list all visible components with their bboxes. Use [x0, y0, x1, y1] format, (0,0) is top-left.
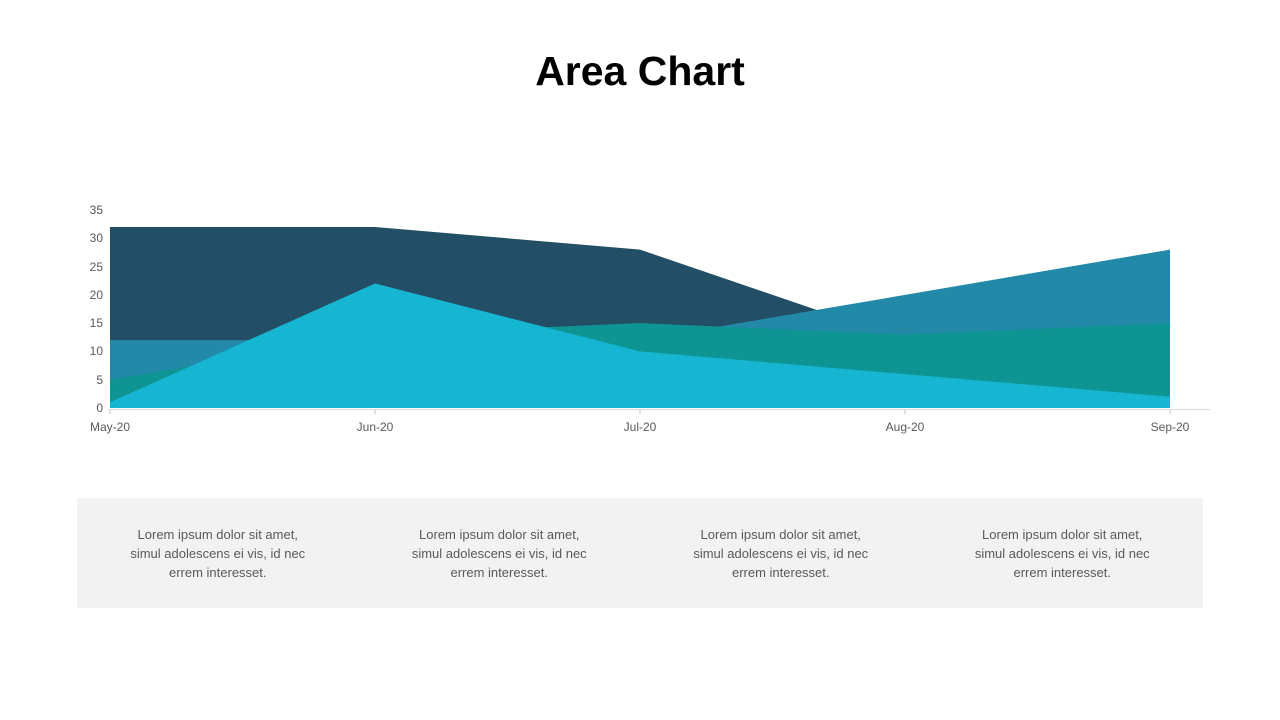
y-tick-label: 25 [89, 259, 103, 274]
footer-cell: Lorem ipsum dolor sit amet, simul adoles… [922, 525, 1204, 582]
area-chart-svg [108, 227, 1210, 415]
y-tick-label: 5 [96, 372, 103, 387]
x-tick-label: Aug-20 [885, 420, 925, 434]
footer-text: Lorem ipsum dolor sit amet, simul adoles… [693, 526, 869, 580]
footer-text: Lorem ipsum dolor sit amet, simul adoles… [411, 526, 587, 580]
x-tick-label: Sep-20 [1150, 420, 1190, 434]
x-tick-label: May-20 [89, 420, 130, 434]
y-tick-label: 35 [89, 203, 103, 217]
y-tick-label: 10 [89, 344, 103, 359]
footer-panel: Lorem ipsum dolor sit amet, simul adoles… [77, 498, 1203, 608]
footer-cell: Lorem ipsum dolor sit amet, simul adoles… [77, 525, 359, 582]
y-tick-label: 15 [89, 316, 103, 331]
footer-text: Lorem ipsum dolor sit amet, simul adoles… [974, 526, 1150, 580]
x-tick-label: Jul-20 [623, 420, 657, 434]
y-tick-label: 30 [89, 231, 103, 246]
footer-cell: Lorem ipsum dolor sit amet, simul adoles… [640, 525, 922, 582]
x-tick-label: Jun-20 [356, 420, 394, 434]
footer-cell: Lorem ipsum dolor sit amet, simul adoles… [359, 525, 641, 582]
area-series-cyan [110, 283, 1170, 408]
page-title: Area Chart [535, 48, 745, 94]
y-tick-label: 20 [89, 287, 103, 302]
y-tick-label: 0 [96, 401, 103, 415]
footer-text: Lorem ipsum dolor sit amet, simul adoles… [130, 526, 306, 580]
